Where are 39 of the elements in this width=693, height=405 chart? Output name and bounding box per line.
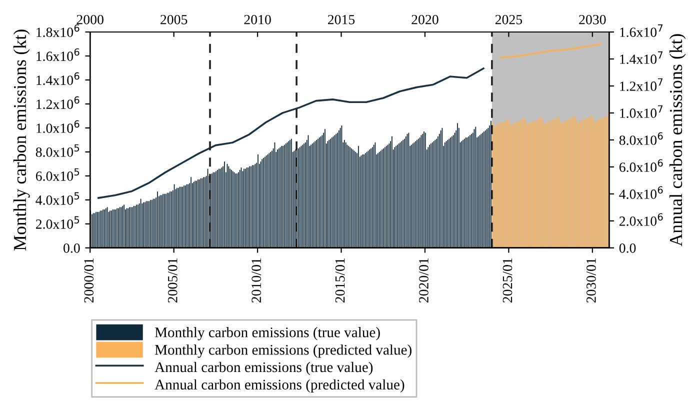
x2-tick-label: 2030 — [579, 14, 606, 24]
x-tick-label: 2020/01 — [419, 258, 428, 302]
legend-label: Annual carbon emissions (predicted value) — [154, 379, 404, 393]
y-tick-label: 1.8x10$^{6}$ — [36, 24, 80, 38]
y-tick-label: 6.0x10$^{5}$ — [36, 168, 80, 181]
y-tick-label: 1.6x10$^{6}$ — [36, 48, 80, 62]
y2-tick-label: 8.0x10$^{6}$ — [619, 132, 663, 145]
y2-tick-label: 1.6x10$^{7}$ — [620, 24, 663, 38]
y2-tick-label: 0.0 — [619, 243, 636, 253]
y2-tick-label: 1.0x10$^{7}$ — [620, 105, 663, 118]
y2-tick-label: 4.0x10$^{6}$ — [619, 186, 663, 199]
y-tick-label: 1.0x10$^{6}$ — [36, 120, 80, 134]
y-tick-label: 1.4x10$^{6}$ — [36, 72, 80, 86]
legend-label: Monthly carbon emissions (predicted value) — [154, 344, 412, 358]
x-tick-label: 2030/01 — [586, 258, 596, 302]
y2-tick-label: 2.0x10$^{6}$ — [619, 213, 663, 226]
x2-tick-label: 2000 — [76, 14, 104, 24]
legend-label: Monthly carbon emissions (true value) — [154, 327, 380, 340]
y-axis-title: Monthly carbon emissions (kt) — [13, 30, 30, 250]
y2-tick-label: 1.4x10$^{7}$ — [620, 51, 663, 64]
y-tick-label: 4.0x10$^{5}$ — [36, 192, 80, 205]
x2-tick-label: 2005 — [160, 14, 188, 24]
y-tick-label: 8.0x10$^{5}$ — [36, 144, 80, 157]
x-tick-label: 2015/01 — [335, 258, 345, 302]
x-tick-label: 2005/01 — [168, 258, 178, 302]
y-tick-label: 2.0x10$^{5}$ — [36, 216, 80, 229]
legend-label: Annual carbon emissions (true value) — [154, 362, 373, 376]
x2-tick-label: 2025 — [495, 14, 522, 24]
x2-tick-label: 2020 — [412, 14, 438, 24]
x-tick-label: 2000/01 — [84, 258, 94, 302]
x-tick-label: 2010/01 — [252, 258, 262, 302]
y2-tick-label: 1.2x10$^{7}$ — [620, 78, 663, 91]
y-tick-label: 1.2x10$^{6}$ — [36, 96, 80, 110]
x-tick-label: 2025/01 — [502, 258, 512, 302]
x2-tick-label: 2015 — [328, 14, 355, 24]
y2-tick-label: 6.0x10$^{6}$ — [619, 159, 663, 172]
y-tick-label: 0.0 — [64, 243, 80, 253]
y2-axis-title: Annual carbon emissions (kt) — [669, 34, 686, 246]
x2-tick-label: 2010 — [244, 14, 271, 24]
